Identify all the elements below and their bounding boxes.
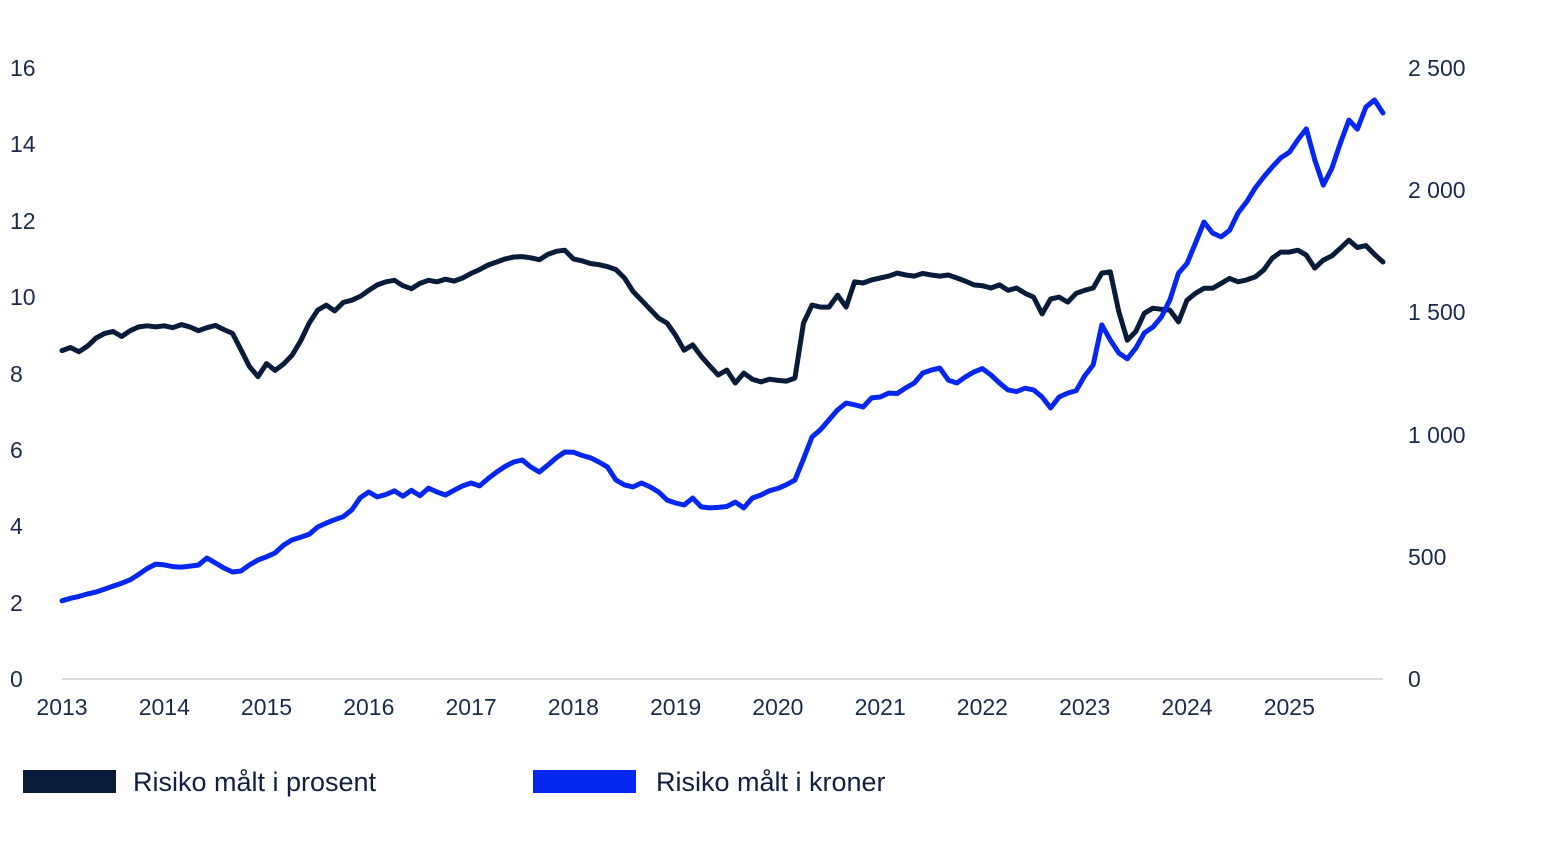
series-kroner-line — [59, 97, 1386, 604]
right-axis-tick-label: 1 000 — [1408, 421, 1466, 448]
x-axis-year-label: 2018 — [547, 694, 599, 720]
right-axis-tick-label: 500 — [1408, 543, 1447, 570]
left-axis-tick-label: 2 — [10, 589, 23, 616]
x-axis-year-label: 2023 — [1059, 694, 1111, 720]
left-axis-tick-label: 4 — [10, 513, 23, 540]
x-axis-year-label: 2017 — [445, 694, 497, 720]
left-axis-tick-label: 8 — [10, 360, 23, 387]
right-axis-tick-label: 0 — [1408, 666, 1421, 692]
left-axis-tick-label: 16 — [10, 55, 36, 81]
x-axis-year-label: 2025 — [1263, 694, 1315, 720]
legend-swatch-kroner — [533, 770, 636, 793]
left-axis-tick-label: 14 — [10, 131, 36, 158]
right-axis-tick-label: 1 500 — [1408, 299, 1466, 326]
x-axis-year-label: 2024 — [1161, 694, 1213, 720]
legend-label-kroner: Risiko målt i kroner — [656, 767, 886, 797]
x-axis-year-label: 2022 — [956, 694, 1008, 720]
left-axis-tick-label: 10 — [10, 284, 36, 311]
left-axis-tick-label: 0 — [10, 666, 23, 692]
x-axis-year-label: 2015 — [240, 694, 293, 720]
chart-legend: Risiko målt i prosent Risiko målt i kron… — [0, 766, 1542, 800]
x-axis-year-label: 2014 — [138, 694, 190, 720]
left-axis-tick-label: 12 — [10, 207, 36, 234]
x-axis-year-label: 2021 — [854, 694, 906, 720]
right-axis-tick-label: 2 500 — [1408, 55, 1466, 81]
x-axis-year-label: 2020 — [752, 694, 804, 720]
series-prosent-line — [59, 237, 1386, 386]
legend-label-prosent: Risiko målt i prosent — [133, 767, 377, 797]
right-axis-tick-label: 2 000 — [1408, 177, 1466, 204]
x-axis-year-label: 2013 — [36, 694, 88, 720]
x-axis-year-label: 2016 — [343, 694, 395, 720]
x-axis-year-label: 2019 — [650, 694, 702, 720]
left-axis-tick-label: 6 — [10, 436, 23, 463]
legend-swatch-prosent — [23, 770, 116, 793]
